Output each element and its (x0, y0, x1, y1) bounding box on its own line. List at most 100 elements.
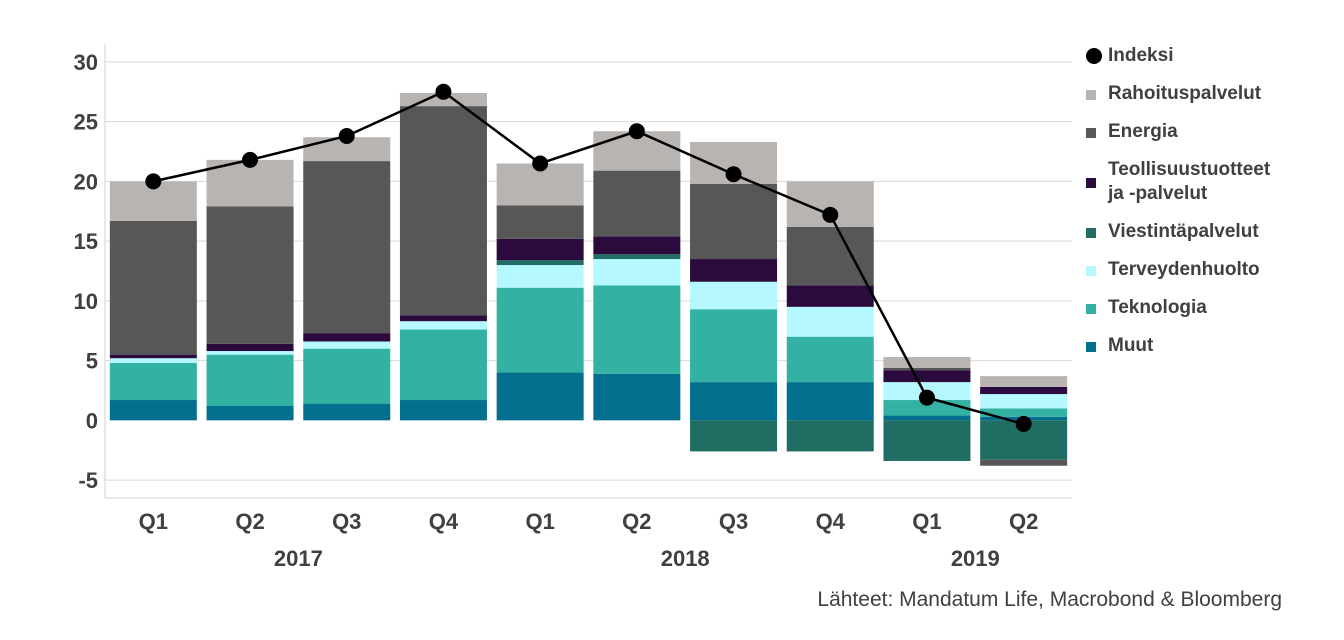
bar-segment (399, 400, 487, 421)
indeksi-point (725, 166, 742, 183)
bar-segment (786, 285, 874, 307)
source-note: Lähteet: Mandatum Life, Macrobond & Bloo… (817, 588, 1282, 611)
bar-segment (593, 259, 681, 286)
indeksi-point (435, 83, 452, 100)
indeksi-point (145, 173, 162, 190)
bar-segment (109, 400, 197, 421)
bar-segment (496, 260, 584, 266)
indeksi-line (145, 83, 1032, 432)
indeksi-polyline (153, 90, 1024, 426)
bar-segment (303, 333, 391, 342)
legend-swatch-energia (1086, 128, 1096, 138)
y-tick-label: 5 (86, 349, 98, 374)
bar-segment (593, 254, 681, 260)
legend-label-teollisuus-line2: ja -palvelut (1108, 183, 1208, 204)
bar-segment (496, 287, 584, 373)
legend-marker-indeksi (1086, 48, 1102, 64)
x-quarter-label: Q4 (429, 509, 459, 534)
bar-segment (593, 285, 681, 374)
bar-segment (786, 226, 874, 286)
legend-swatch-terveydenhuolto (1086, 266, 1096, 276)
legend-swatch-teknologia (1086, 304, 1096, 314)
bar-segment (690, 382, 778, 421)
bar-segment (980, 376, 1068, 387)
bar-segment (399, 315, 487, 322)
legend-label-viestintapalvelut: Viestintäpalvelut (1108, 221, 1259, 242)
bar-segment (303, 137, 391, 162)
y-tick-label: 15 (74, 229, 98, 254)
legend-item-energia: Energia (1086, 120, 1336, 144)
bar-segment (303, 348, 391, 404)
bar-segment (593, 170, 681, 237)
legend-item-rahoituspalvelut: Rahoituspalvelut (1086, 82, 1336, 106)
x-quarter-label: Q2 (235, 509, 264, 534)
x-quarter-label: Q2 (1009, 509, 1038, 534)
bar-segment (206, 206, 294, 344)
legend-label-teknologia: Teknologia (1108, 297, 1207, 318)
bar-segment (883, 370, 971, 383)
legend-item-viestintapalvelut: Viestintäpalvelut (1086, 220, 1336, 244)
bar-segment (206, 343, 294, 352)
y-tick-label: 0 (86, 408, 98, 433)
x-quarter-labels: Q1 Q2 Q3 Q4 Q1 Q2 Q3 Q4 Q1 Q2 (139, 509, 1039, 534)
indeksi-point (338, 127, 355, 144)
bar-segment (883, 367, 971, 371)
legend-label-terveydenhuolto: Terveydenhuolto (1108, 259, 1260, 280)
bar-segment (690, 259, 778, 282)
x-quarter-label: Q1 (525, 509, 554, 534)
legend-item-indeksi: Indeksi (1086, 44, 1336, 68)
bar-segment (883, 357, 971, 368)
bar-segment (109, 354, 197, 359)
bar-segment (690, 309, 778, 383)
bar-segment (109, 220, 197, 355)
legend-swatch-teollisuus (1086, 178, 1096, 188)
bar-segment (980, 386, 1068, 395)
legend: Indeksi Rahoituspalvelut Energia Teollis… (1086, 44, 1336, 358)
legend-label-energia: Energia (1108, 121, 1178, 142)
legend-swatch-rahoituspalvelut (1086, 90, 1096, 100)
y-tick-label: -5 (78, 468, 98, 493)
bar-segment (496, 372, 584, 421)
bar-segment (690, 183, 778, 260)
bar-segment (206, 406, 294, 421)
legend-item-teknologia: Teknologia (1086, 296, 1336, 320)
legend-label-indeksi: Indeksi (1108, 45, 1174, 66)
x-year-label: 2019 (951, 546, 1000, 571)
bar-segment (303, 403, 391, 421)
bar-segment (690, 281, 778, 310)
legend-item-terveydenhuolto: Terveydenhuolto (1086, 258, 1336, 282)
x-quarter-label: Q4 (816, 509, 846, 534)
indeksi-point (532, 155, 549, 172)
bar-segment (399, 321, 487, 330)
legend-label-teollisuus-line1: Teollisuustuotteet (1108, 159, 1271, 180)
x-quarter-label: Q1 (139, 509, 168, 534)
bar-segment (980, 394, 1068, 409)
y-tick-labels: -5 0 5 10 15 20 25 30 (74, 50, 98, 493)
bar-segment (786, 336, 874, 383)
bar-segment (206, 351, 294, 355)
indeksi-point (1015, 415, 1032, 432)
x-year-label: 2017 (274, 546, 323, 571)
legend-label-teollisuus: Teollisuustuotteet ja -palvelut (1108, 158, 1270, 206)
bar-segment (206, 354, 294, 407)
legend-label-rahoituspalvelut: Rahoituspalvelut (1108, 83, 1262, 104)
bar-segment (496, 265, 584, 288)
indeksi-point (242, 151, 259, 168)
indeksi-point (918, 389, 935, 406)
bar-segment (883, 415, 971, 421)
bar-segment (786, 306, 874, 337)
bar-segment (303, 341, 391, 349)
bar-segment (786, 382, 874, 421)
bar-segment (593, 236, 681, 255)
bar-segment (496, 238, 584, 261)
bar-segment (690, 420, 778, 452)
bar-segment (399, 106, 487, 316)
indeksi-point (628, 123, 645, 140)
legend-swatch-viestintapalvelut (1086, 228, 1096, 238)
x-quarter-label: Q1 (912, 509, 941, 534)
legend-label-muut: Muut (1108, 335, 1154, 356)
bar-segment (980, 459, 1068, 466)
x-quarter-label: Q2 (622, 509, 651, 534)
bar-segment (303, 161, 391, 334)
